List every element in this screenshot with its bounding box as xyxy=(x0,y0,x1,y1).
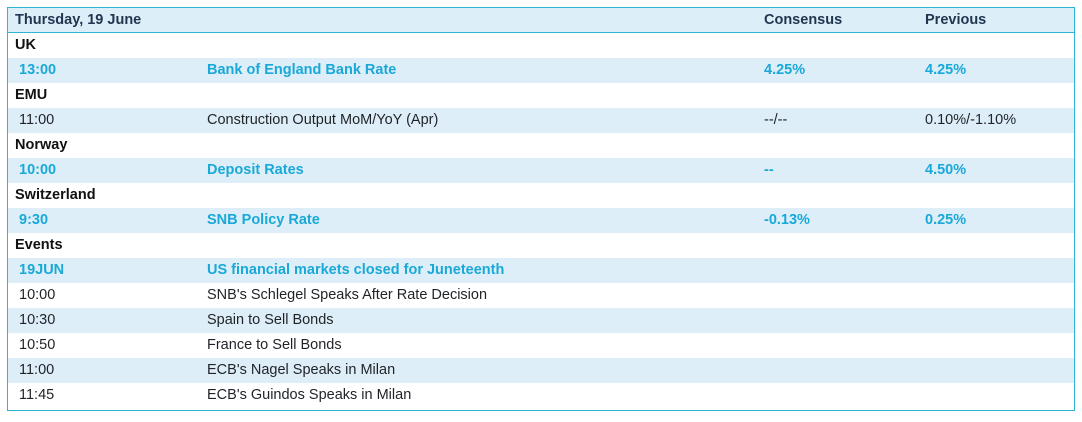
row-time: 10:00 xyxy=(19,287,56,303)
header-consensus: Consensus xyxy=(764,12,843,28)
row-event: SNB's Schlegel Speaks After Rate Decisio… xyxy=(207,287,488,303)
row-time: 10:50 xyxy=(19,337,56,353)
table-row: 10:00 SNB's Schlegel Speaks After Rate D… xyxy=(8,283,1074,308)
calendar-table: Thursday, 19 June Consensus Previous UK … xyxy=(7,7,1075,411)
row-time: 10:30 xyxy=(19,312,56,328)
row-event: US financial markets closed for Juneteen… xyxy=(207,262,505,278)
row-event: SNB Policy Rate xyxy=(207,212,320,228)
table-row: 9:30 SNB Policy Rate -0.13% 0.25% xyxy=(8,208,1074,233)
region-label: Norway xyxy=(15,137,68,153)
region-emu: EMU xyxy=(8,83,1074,108)
row-event: Deposit Rates xyxy=(207,162,304,178)
row-time: 13:00 xyxy=(19,62,57,78)
row-consensus: --/-- xyxy=(764,112,788,128)
region-label: Switzerland xyxy=(15,187,96,203)
row-previous: 0.25% xyxy=(925,212,967,228)
row-event: Bank of England Bank Rate xyxy=(207,62,397,78)
row-time: 10:00 xyxy=(19,162,57,178)
table-header: Thursday, 19 June Consensus Previous xyxy=(8,8,1074,33)
table-row: 11:00 Construction Output MoM/YoY (Apr) … xyxy=(8,108,1074,133)
row-previous: 0.10%/-1.10% xyxy=(925,112,1017,128)
table-row: 10:50 France to Sell Bonds xyxy=(8,333,1074,358)
row-event: Construction Output MoM/YoY (Apr) xyxy=(207,112,439,128)
region-switzerland: Switzerland xyxy=(8,183,1074,208)
row-previous: 4.25% xyxy=(925,62,967,78)
row-time: 19JUN xyxy=(19,262,65,278)
table-row: 11:00 ECB's Nagel Speaks in Milan xyxy=(8,358,1074,383)
region-label: UK xyxy=(15,37,36,53)
table-row: 13:00 Bank of England Bank Rate 4.25% 4.… xyxy=(8,58,1074,83)
row-consensus: 4.25% xyxy=(764,62,806,78)
row-previous: 4.50% xyxy=(925,162,967,178)
header-date: Thursday, 19 June xyxy=(15,12,142,28)
table-row: 11:45 ECB's Guindos Speaks in Milan xyxy=(8,383,1074,408)
row-time: 11:45 xyxy=(19,387,55,403)
region-label: EMU xyxy=(15,87,48,103)
table-row: 10:30 Spain to Sell Bonds xyxy=(8,308,1074,333)
row-event: France to Sell Bonds xyxy=(207,337,342,353)
row-event: ECB's Guindos Speaks in Milan xyxy=(207,387,412,403)
region-uk: UK xyxy=(8,33,1074,58)
table-row: 19JUN US financial markets closed for Ju… xyxy=(8,258,1074,283)
table-row: 10:00 Deposit Rates -- 4.50% xyxy=(8,158,1074,183)
region-events: Events xyxy=(8,233,1074,258)
row-consensus: -- xyxy=(764,162,774,178)
row-consensus: -0.13% xyxy=(764,212,810,228)
header-previous: Previous xyxy=(925,12,987,28)
row-time: 11:00 xyxy=(19,112,55,128)
row-time: 11:00 xyxy=(19,362,55,378)
row-time: 9:30 xyxy=(19,212,49,228)
row-event: ECB's Nagel Speaks in Milan xyxy=(207,362,396,378)
row-event: Spain to Sell Bonds xyxy=(207,312,334,328)
region-label: Events xyxy=(15,237,63,253)
region-norway: Norway xyxy=(8,133,1074,158)
